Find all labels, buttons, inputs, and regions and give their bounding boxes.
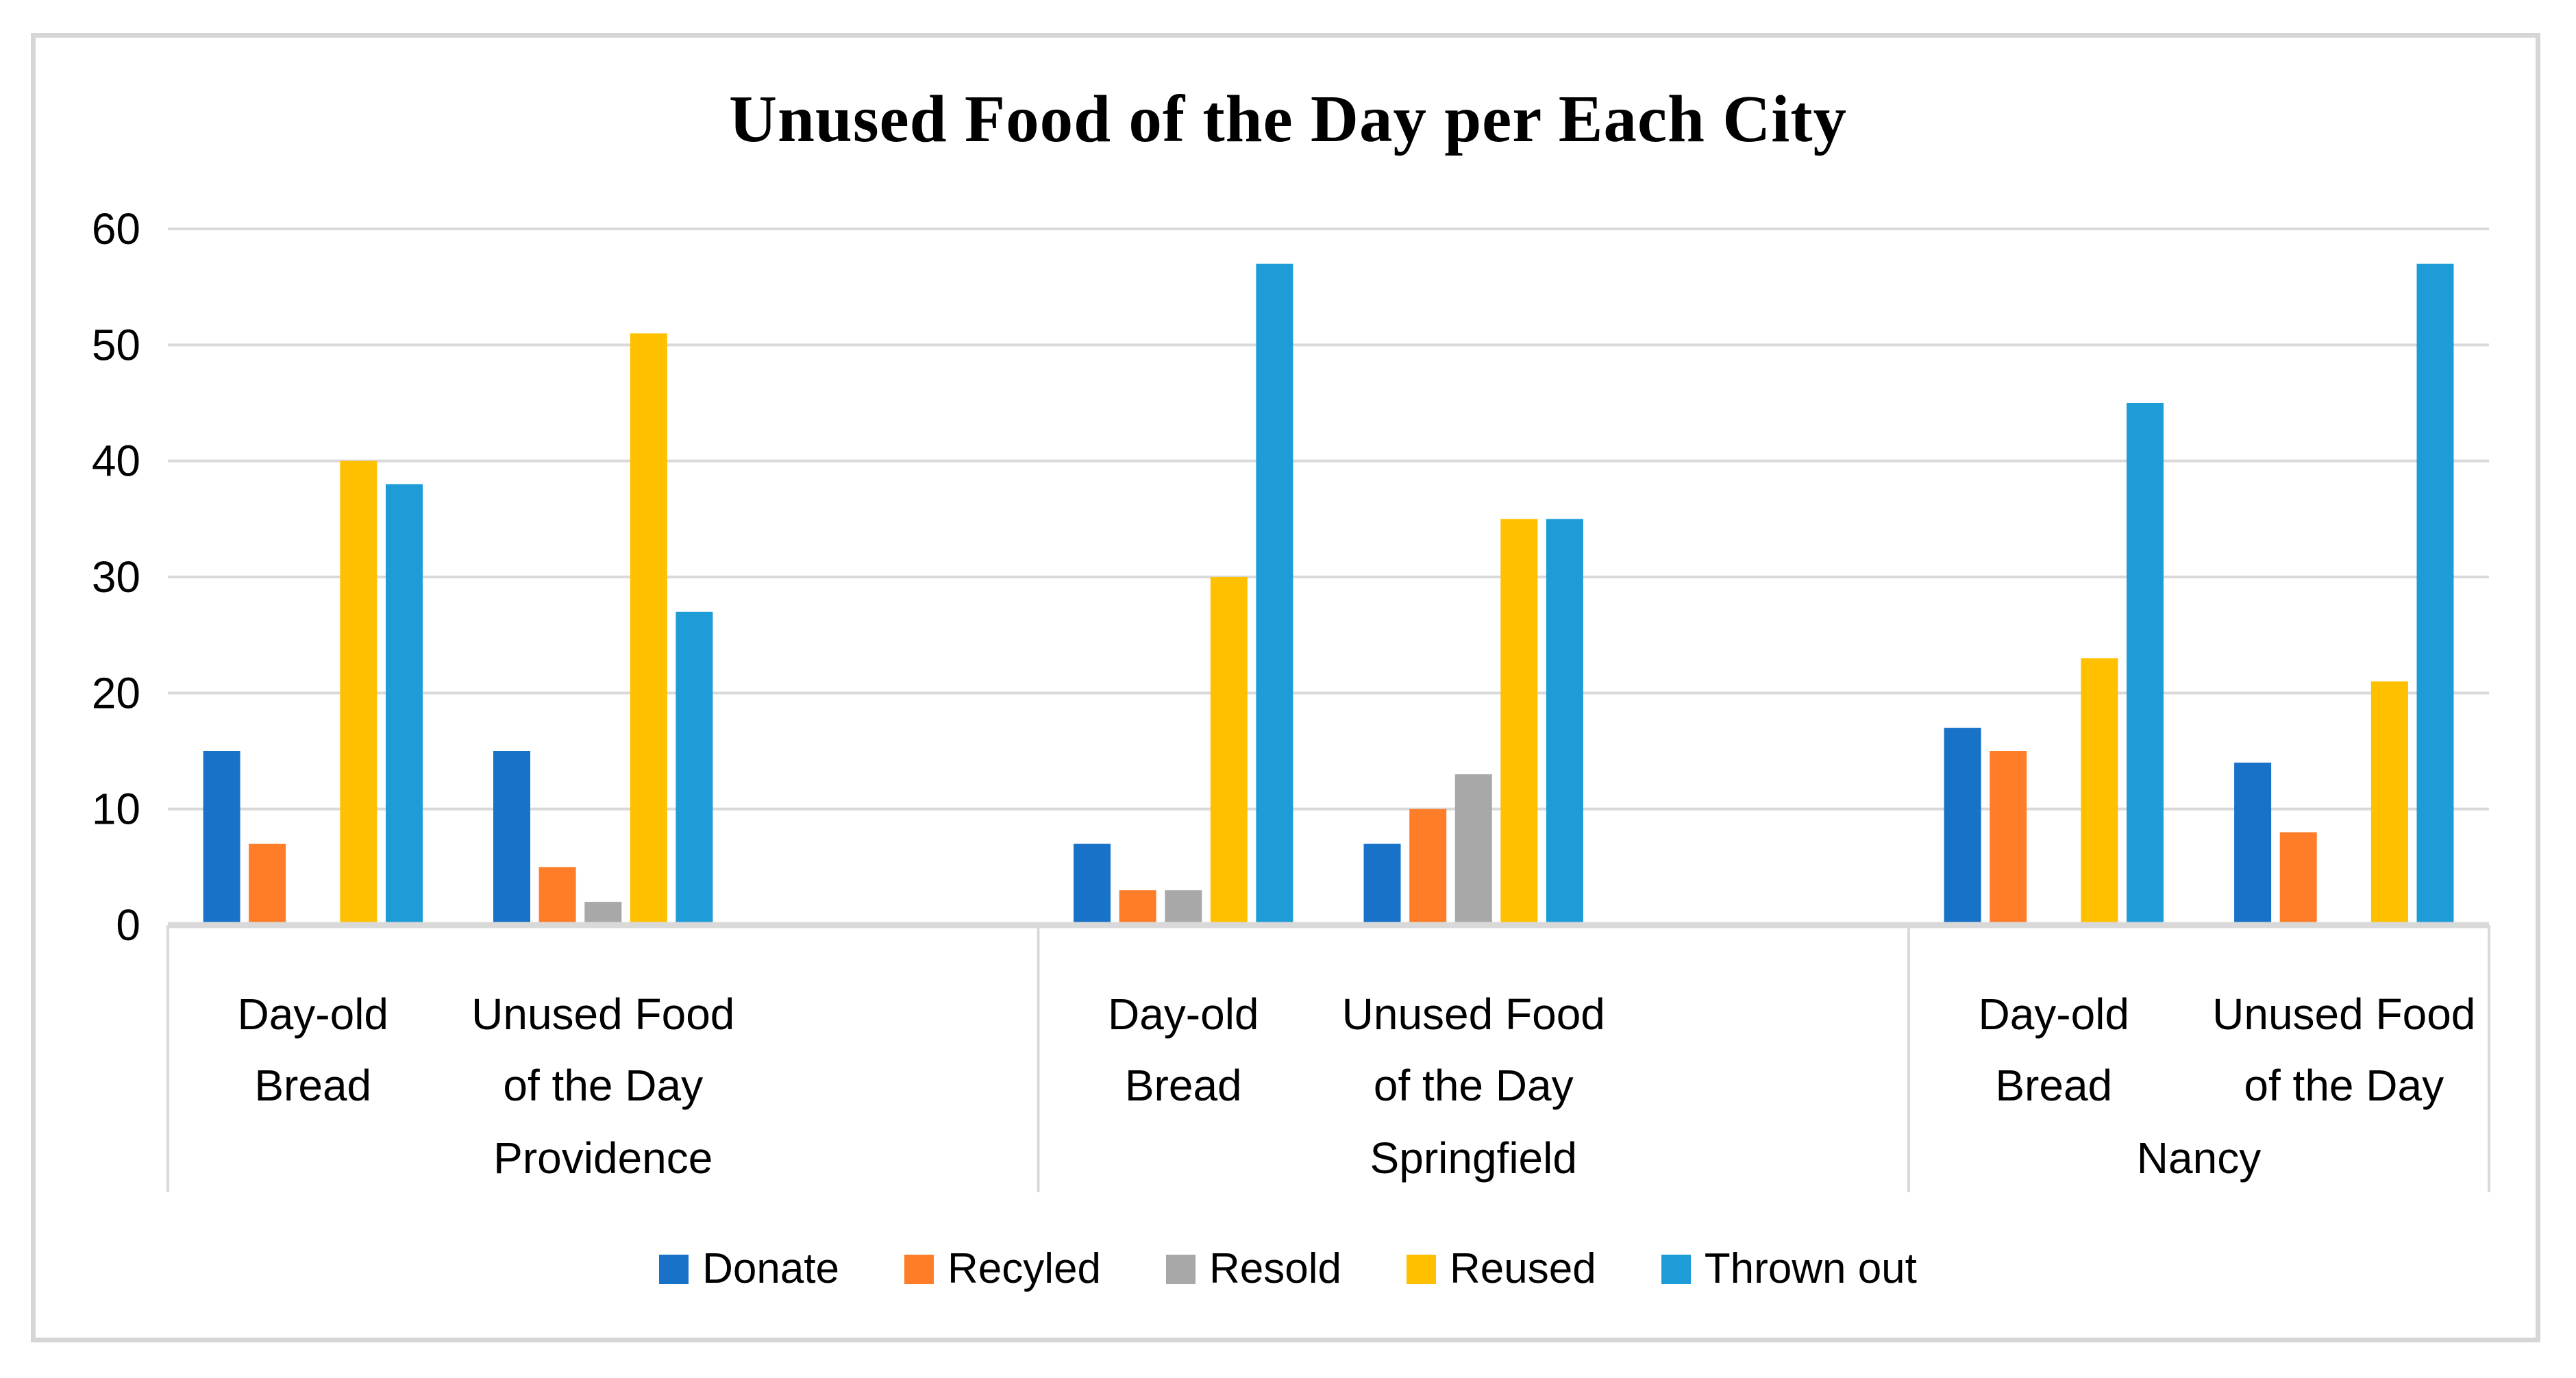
y-tick-label-60: 60 <box>92 204 140 254</box>
category-label-nancy-day-old-bread-line2: Bread <box>1995 1061 2112 1110</box>
bar-providence-unused-food-of-the-day-reused <box>630 333 667 925</box>
category-label-providence-unused-food-of-the-day-line2: of the Day <box>503 1061 703 1110</box>
legend-label-reused: Reused <box>1450 1245 1596 1292</box>
legend-item-thrown-out: Thrown out <box>1661 1248 1917 1290</box>
legend-swatch-recyled <box>904 1254 934 1284</box>
city-label-nancy: Nancy <box>2137 1133 2261 1183</box>
y-tick-label-10: 10 <box>92 785 140 834</box>
bar-providence-unused-food-of-the-day-thrown-out <box>676 611 713 925</box>
category-label-providence-unused-food-of-the-day-line1: Unused Food <box>471 989 734 1039</box>
bar-nancy-unused-food-of-the-day-recyled <box>2279 832 2317 925</box>
bar-springfield-day-old-bread-donate <box>1074 844 1111 925</box>
bar-nancy-day-old-bread-donate <box>1944 728 1981 925</box>
bar-providence-day-old-bread-donate <box>203 751 240 925</box>
category-label-providence-day-old-bread-line1: Day-old <box>237 989 388 1039</box>
category-label-springfield-unused-food-of-the-day-line2: of the Day <box>1374 1061 1574 1110</box>
bar-nancy-day-old-bread-reused <box>2081 658 2118 925</box>
bar-providence-unused-food-of-the-day-resold <box>584 902 622 925</box>
legend-item-resold: Resold <box>1166 1248 1341 1290</box>
legend-label-thrown-out: Thrown out <box>1704 1245 1917 1292</box>
bar-springfield-day-old-bread-thrown-out <box>1256 263 1293 925</box>
bar-springfield-unused-food-of-the-day-recyled <box>1409 809 1447 925</box>
chart-title: Unused Food of the Day per Each City <box>728 82 1848 156</box>
y-tick-label-50: 50 <box>92 320 140 369</box>
y-tick-label-40: 40 <box>92 436 140 486</box>
legend: Donate Recyled Resold Reused Thrown out <box>0 1235 2576 1303</box>
bar-providence-unused-food-of-the-day-donate <box>493 751 530 925</box>
bar-nancy-unused-food-of-the-day-thrown-out <box>2416 263 2454 925</box>
category-label-providence-day-old-bread-line2: Bread <box>254 1061 371 1110</box>
city-label-providence: Providence <box>493 1133 713 1183</box>
bar-providence-day-old-bread-reused <box>340 460 377 925</box>
city-label-springfield: Springfield <box>1370 1133 1577 1183</box>
legend-swatch-thrown-out <box>1661 1254 1691 1284</box>
category-label-nancy-unused-food-of-the-day-line1: Unused Food <box>2212 989 2475 1039</box>
legend-label-donate: Donate <box>702 1245 840 1292</box>
legend-swatch-resold <box>1166 1254 1196 1284</box>
legend-label-recyled: Recyled <box>948 1245 1102 1292</box>
bar-providence-day-old-bread-recyled <box>249 844 286 925</box>
legend-item-recyled: Recyled <box>904 1248 1101 1290</box>
legend-item-reused: Reused <box>1407 1248 1596 1290</box>
category-label-springfield-day-old-bread-line1: Day-old <box>1108 989 1259 1039</box>
bar-nancy-day-old-bread-recyled <box>1990 751 2027 925</box>
bar-springfield-unused-food-of-the-day-donate <box>1363 844 1401 925</box>
bar-springfield-unused-food-of-the-day-reused <box>1500 519 1538 925</box>
bar-springfield-day-old-bread-recyled <box>1119 890 1156 925</box>
bar-springfield-unused-food-of-the-day-thrown-out <box>1546 519 1583 925</box>
legend-swatch-donate <box>659 1254 689 1284</box>
y-tick-label-30: 30 <box>92 552 140 602</box>
bar-nancy-unused-food-of-the-day-reused <box>2370 681 2408 925</box>
bar-providence-day-old-bread-thrown-out <box>386 484 423 925</box>
legend-label-resold: Resold <box>1209 1245 1342 1292</box>
bar-nancy-unused-food-of-the-day-donate <box>2234 762 2272 925</box>
category-label-nancy-day-old-bread-line1: Day-old <box>1978 989 2129 1039</box>
bar-nancy-day-old-bread-thrown-out <box>2127 403 2164 925</box>
bar-providence-unused-food-of-the-day-recyled <box>538 867 576 925</box>
bar-springfield-day-old-bread-reused <box>1210 577 1248 925</box>
y-tick-label-0: 0 <box>116 900 140 950</box>
category-label-springfield-unused-food-of-the-day-line1: Unused Food <box>1342 989 1605 1039</box>
category-label-nancy-unused-food-of-the-day-line2: of the Day <box>2244 1061 2444 1110</box>
legend-swatch-reused <box>1407 1254 1437 1284</box>
y-tick-label-20: 20 <box>92 668 140 717</box>
legend-item-donate: Donate <box>659 1248 839 1290</box>
bar-springfield-day-old-bread-resold <box>1165 890 1202 925</box>
category-label-springfield-day-old-bread-line2: Bread <box>1125 1061 1242 1110</box>
bar-springfield-unused-food-of-the-day-resold <box>1454 774 1492 925</box>
